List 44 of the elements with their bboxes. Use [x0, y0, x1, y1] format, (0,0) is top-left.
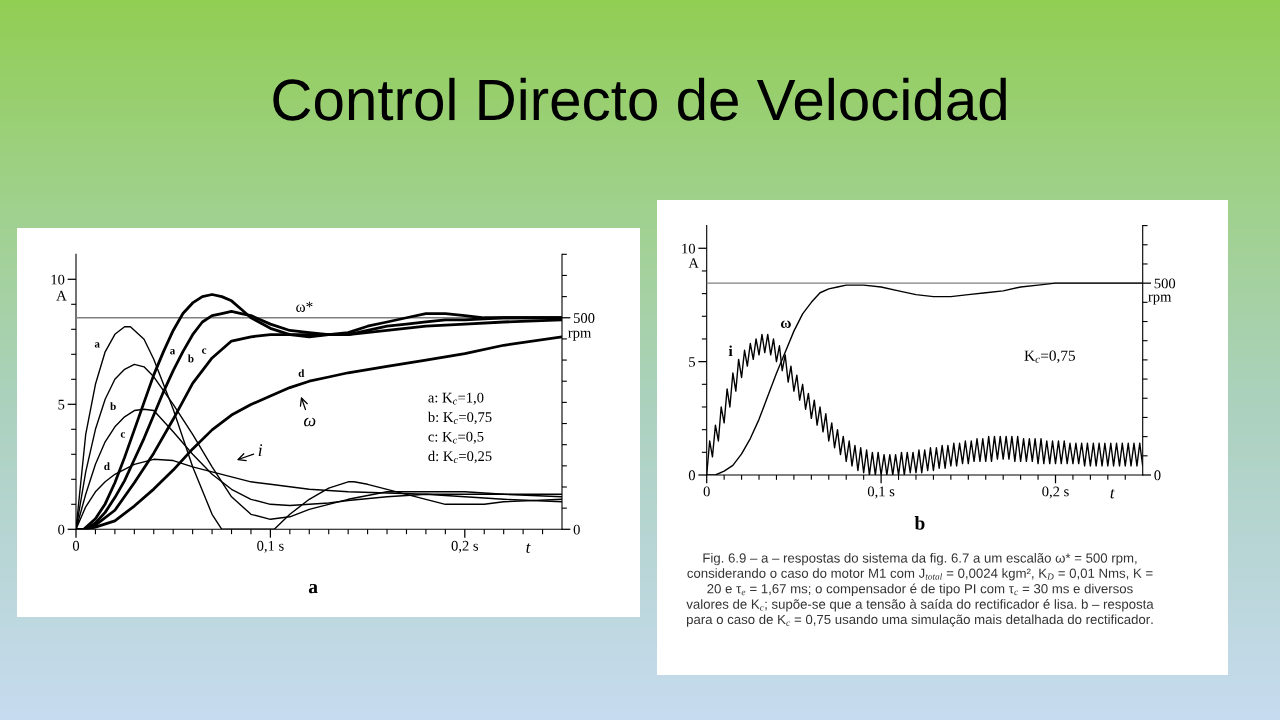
series-label: d [298, 369, 305, 377]
x-tick-label: 0,2 s [1042, 486, 1069, 499]
series-label: b [110, 402, 116, 411]
y-tick-label: 5 [689, 357, 696, 367]
annotation: i [258, 444, 263, 457]
annotation: K$_{c}$=0,75 [1024, 350, 1076, 363]
y-tick-label: 0 [58, 524, 65, 535]
annotation: d: K$_{c}$=0,25 [428, 450, 492, 464]
y2-tick-label: 0 [573, 524, 580, 535]
x-tick-label: 0,1 s [867, 486, 895, 499]
x-tick-label: 0 [72, 540, 80, 551]
series-label: c [120, 432, 126, 438]
series-label: a [170, 349, 176, 355]
x-tick-label: 0 [703, 486, 710, 497]
text: b [914, 516, 925, 530]
y-tick-label: 10 [682, 243, 696, 254]
y-tick-label: 10 [51, 274, 65, 285]
y-tick-label: 5 [58, 399, 65, 410]
series-label: ω [780, 320, 791, 328]
annotation: ω [303, 417, 316, 427]
chart-title: Control Directo de Velocidad [273, 77, 1006, 121]
annotation: b: K$_{c}$=0,75 [427, 411, 492, 425]
series-label: a [94, 342, 100, 348]
y-tick-label: 0 [688, 470, 696, 481]
y2-axis-title: rpm [568, 330, 592, 341]
y2-axis-title: rpm [1148, 294, 1172, 305]
x-axis-title: t [1110, 488, 1115, 499]
series-label: c [201, 348, 207, 354]
y2-tick-label: 0 [1154, 470, 1161, 481]
series-label: b [187, 354, 194, 363]
series-label: d [104, 462, 110, 471]
text: Fig. 6.9 – a – respostas do sistema da fig. 6.7 a um escalão ω* = 500 rpm, considerando o caso do motor M1 com J$_{total}$ = 0,0024 kgm², K$_{D}$ = 0,01 Nms, K = 20 e τ$_{e}$ = 1,67 ms; o compensador é de tipo PI com τ$_{c}$ = 30 ms e diversos valores de K$_{c}$; supõe-se que a tensão à saída do rectificador é lisa. b – resposta para o caso de K$_{c}$ = 0,75 usando uma simulação mais detalhada do rectificador. [686, 553, 1154, 627]
annotation: a: K$_{c}$=1,0 [428, 392, 484, 405]
y2-tick-label: 500 [1154, 278, 1176, 289]
annotation: c: K$_{c}$=0,5 [428, 431, 484, 444]
x-axis-title: t [526, 543, 531, 553]
text: a [308, 583, 318, 594]
x-tick-label: 0,1 s [257, 540, 284, 553]
y-axis-title: A [56, 290, 67, 301]
y-axis-title: A [688, 258, 699, 268]
series-label: i [728, 345, 733, 357]
x-tick-label: 0,2 s [451, 540, 479, 553]
y2-tick-label: 500 [573, 313, 595, 323]
ref-line-label: ω* [296, 301, 313, 312]
